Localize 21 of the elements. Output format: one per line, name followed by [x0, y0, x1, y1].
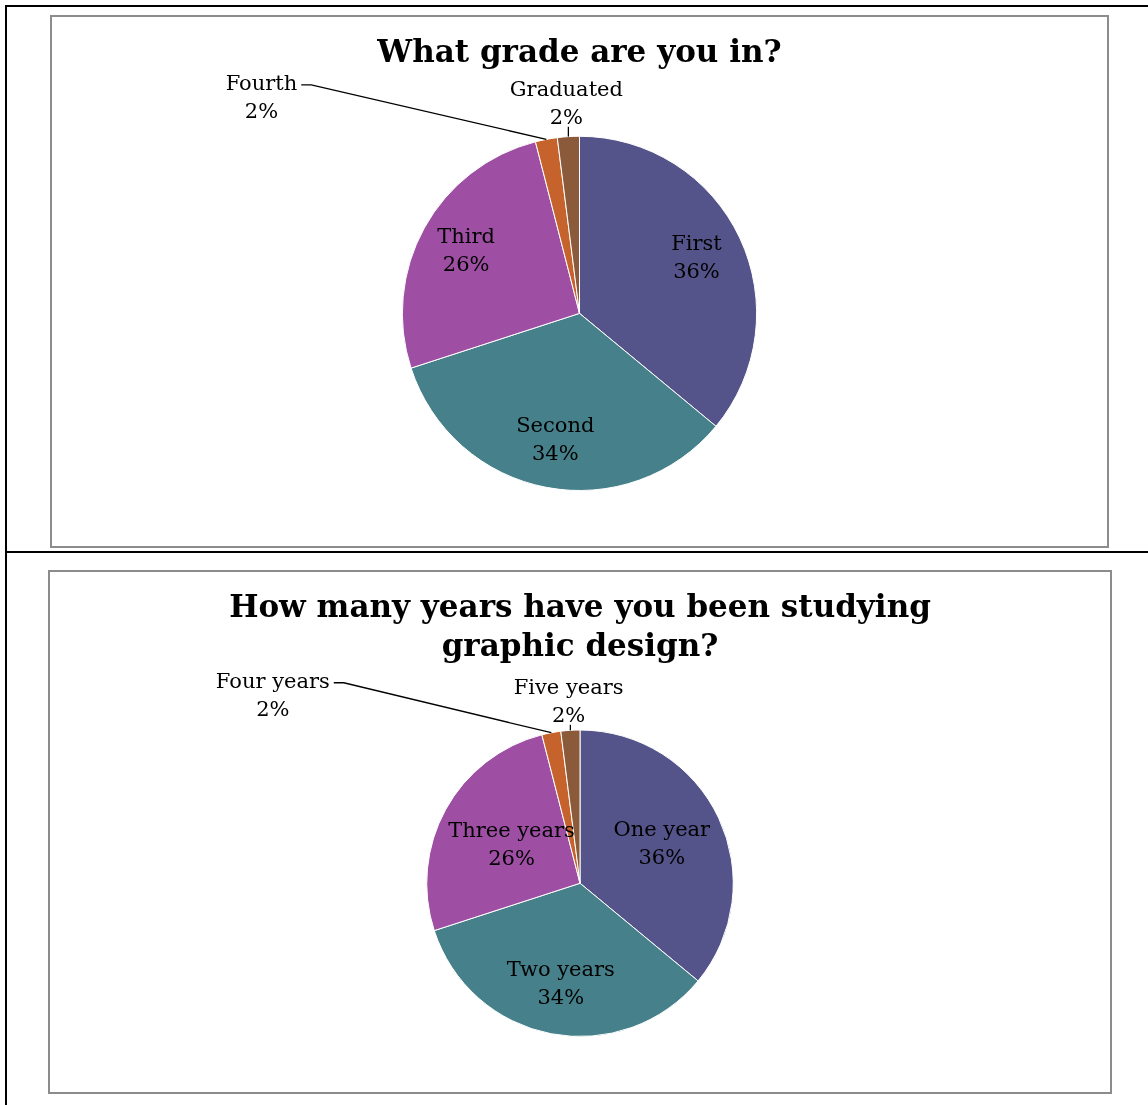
data-label: 36% — [638, 845, 686, 870]
data-label: 36% — [673, 258, 720, 283]
data-label: 2% — [244, 99, 279, 124]
slice-label: First — [671, 230, 723, 255]
slice-label: Five years — [513, 675, 624, 700]
data-label: 2% — [549, 105, 584, 130]
chart-title: How many years have you been studying graphic design? — [229, 588, 931, 664]
slice-label: Two years — [506, 956, 615, 981]
chart-title: What grade are you in? — [376, 33, 782, 70]
slice-label: Four years — [215, 669, 330, 694]
data-label: 26% — [488, 846, 535, 871]
data-label: 2% — [551, 703, 586, 728]
data-label: 34% — [537, 984, 585, 1009]
slice-label: Graduated — [509, 77, 623, 102]
data-label: 34% — [531, 440, 579, 465]
slice-label: Second — [516, 412, 595, 437]
slice-label: One year — [613, 817, 712, 842]
data-label: 26% — [442, 251, 490, 276]
slice-label: Fourth — [225, 71, 298, 96]
data-label: 2% — [256, 697, 290, 722]
slice-label: Third — [437, 223, 496, 248]
